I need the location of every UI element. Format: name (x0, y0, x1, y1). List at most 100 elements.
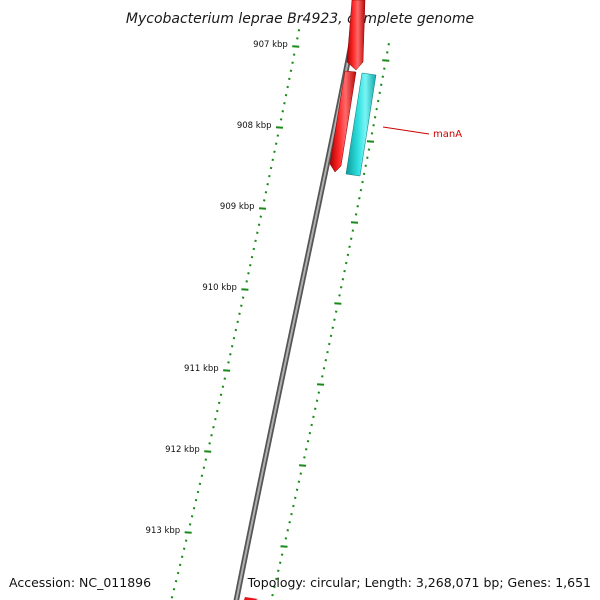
ruler-minor-tick (190, 515, 194, 518)
ruler-minor-tick (223, 377, 227, 380)
ruler-minor-tick (361, 180, 364, 184)
ruler-minor-tick (176, 571, 180, 575)
ruler-minor-tick (276, 134, 280, 137)
ruler-minor-tick (182, 547, 186, 550)
ruler-minor-tick (174, 579, 178, 583)
ruler-minor-tick (289, 69, 293, 73)
ruler-minor-tick (247, 272, 250, 275)
ruler-minor-tick (219, 393, 223, 397)
ruler-minor-tick (192, 506, 196, 510)
ruler-minor-tick (303, 456, 306, 459)
ruler-minor-tick (254, 239, 257, 243)
ruler-minor-tick (297, 480, 301, 483)
ruler-minor-tick (333, 318, 336, 321)
gene-feature-forward[interactable] (329, 70, 357, 173)
ruler-minor-tick (281, 110, 285, 113)
ruler-minor-tick (291, 61, 294, 64)
ruler-label: 909 kbp (220, 202, 255, 212)
ruler-minor-tick (194, 498, 198, 502)
ruler-minor-tick (370, 132, 374, 135)
ruler-minor-tick (348, 245, 351, 249)
ruler-minor-tick (324, 358, 328, 362)
ruler-labels: 907 kbp 908 kbp 909 kbp 910 kbp 911 kbp 912 k… (146, 40, 288, 536)
ruler-minor-tick (273, 585, 276, 589)
ruler-minor-tick (338, 294, 341, 297)
ruler-major-tick (184, 531, 192, 534)
ruler-minor-tick (264, 191, 268, 194)
ruler-minor-tick (221, 385, 225, 388)
ruler-minor-tick (208, 442, 211, 445)
ruler-minor-tick (327, 342, 331, 346)
ruler-major-tick (299, 464, 307, 467)
ruler-minor-tick (379, 83, 383, 87)
ruler-minor-tick (200, 474, 204, 478)
ruler-minor-tick (170, 596, 174, 599)
ruler-minor-tick (376, 99, 380, 103)
ruler-minor-tick (304, 448, 308, 451)
ruler-minor-tick (292, 504, 295, 508)
ruler-major-tick (382, 59, 390, 62)
ruler-minor-tick (271, 158, 275, 162)
ruler-minor-tick (284, 537, 288, 540)
ruler-minor-tick (322, 367, 326, 370)
ruler-minor-tick (212, 425, 215, 429)
ruler-minor-tick (215, 409, 219, 413)
gene-label-manA[interactable]: manA (433, 129, 462, 140)
ruler-minor-tick (217, 401, 221, 405)
ruler-major-tick (292, 45, 300, 48)
ruler-minor-tick (351, 229, 355, 232)
accession-text: Accession: NC_011896 (9, 575, 151, 590)
gene-feature-bottom[interactable] (244, 597, 258, 600)
ruler-minor-tick (232, 336, 236, 340)
ruler-minor-tick (245, 280, 248, 283)
ruler-minor-tick (326, 350, 329, 354)
ruler-minor-tick (202, 466, 206, 469)
ruler-minor-tick (288, 77, 291, 81)
ruler-minor-tick (339, 286, 343, 289)
ruler-major-tick (366, 140, 375, 143)
ruler-minor-tick (268, 174, 271, 178)
ruler-major-tick (258, 207, 267, 210)
ruler-minor-tick (210, 434, 213, 437)
ruler-minor-tick (250, 255, 254, 259)
ruler-major-tick (241, 288, 249, 291)
ruler-label: 912 kbp (165, 445, 200, 455)
ruler-minor-tick (241, 296, 245, 299)
ruler-minor-tick (230, 344, 234, 348)
ruler-minor-tick (334, 310, 338, 313)
ruler-minor-tick (196, 490, 200, 494)
ruler-minor-tick (293, 496, 297, 500)
ruler-minor-tick (184, 539, 188, 542)
ruler-minor-tick (286, 85, 289, 89)
ruler-minor-tick (343, 269, 346, 273)
ruler-minor-tick (346, 253, 350, 257)
ruler-minor-tick (283, 101, 286, 105)
ruler-minor-tick (238, 312, 241, 316)
ruler-minor-tick (288, 520, 291, 524)
manA-leader-line (382, 126, 430, 135)
ruler-minor-tick (341, 277, 345, 281)
ruler-label: 913 kbp (146, 526, 181, 536)
ruler-major-tick (280, 545, 288, 548)
ruler-minor-tick (317, 391, 321, 394)
gene-feature-top[interactable] (346, 0, 366, 71)
ruler-minor-tick (290, 512, 293, 516)
ruler-label: 910 kbp (202, 283, 237, 293)
ruler-minor-tick (180, 555, 184, 559)
ruler-minor-tick (214, 417, 217, 421)
ruler-minor-tick (310, 423, 313, 427)
ruler-minor-tick (271, 593, 274, 597)
map-title: Mycobacterium leprae Br4923, complete ge… (126, 11, 474, 27)
ruler-minor-tick (277, 569, 280, 573)
ruler-minor-tick (359, 188, 363, 192)
ruler-minor-tick (381, 75, 385, 78)
ruler-minor-tick (344, 261, 348, 265)
ruler-minor-tick (356, 205, 360, 208)
ruler-minor-tick (321, 375, 324, 378)
ruler-major-tick (223, 369, 231, 372)
gene-feature-manA[interactable] (345, 72, 377, 177)
ruler-minor-tick (296, 37, 299, 40)
ruler-minor-tick (385, 51, 389, 54)
ruler-minor-tick (286, 529, 290, 532)
